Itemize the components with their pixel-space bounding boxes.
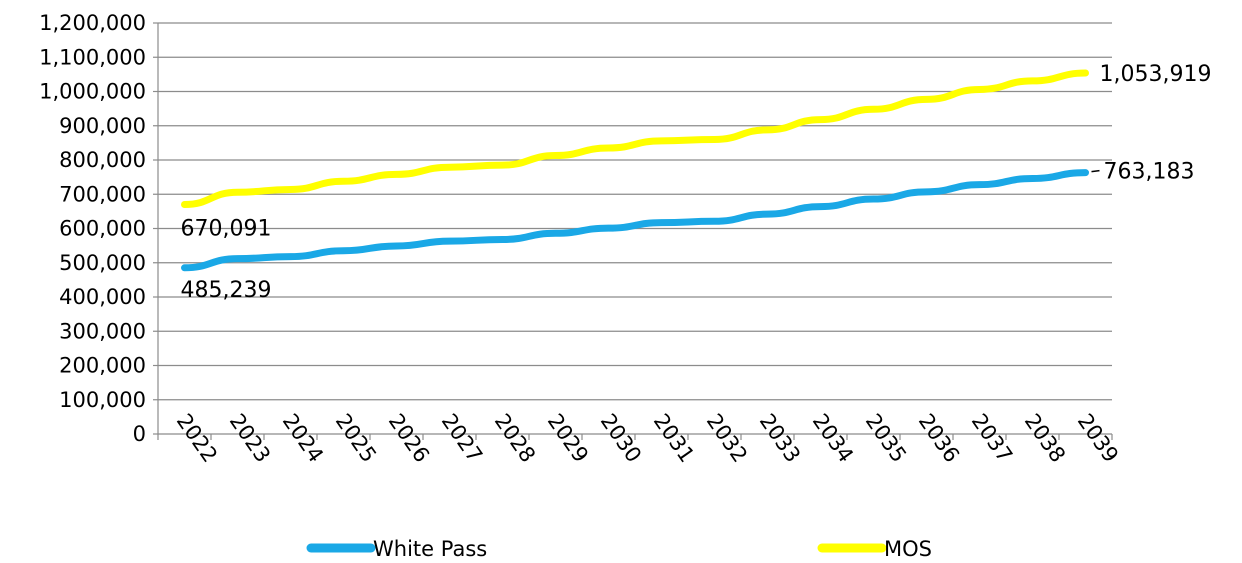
x-tick-label: 2028 — [490, 409, 540, 467]
legend: White Pass MOS — [306, 537, 932, 561]
data-labels: 485,239 670,091 763,183 1,053,919 — [181, 62, 1212, 303]
y-tick-label: 500,000 — [59, 251, 146, 275]
y-axis-tick-labels: 0 100,000 200,000 300,000 400,000 500,000 600,… — [39, 11, 146, 446]
data-label-leader — [1091, 169, 1100, 173]
x-tick-label: 2026 — [384, 409, 434, 467]
x-tick-label: 2023 — [225, 409, 275, 467]
y-tick-label: 1,000,000 — [39, 80, 146, 104]
series-line-mos — [181, 69, 1089, 208]
data-label-mos-first: 670,091 — [181, 216, 272, 241]
y-tick-label: 1,100,000 — [39, 45, 146, 69]
data-label-white-pass-first: 485,239 — [181, 278, 272, 303]
series-lines — [181, 69, 1089, 272]
axes — [153, 22, 1113, 440]
x-tick-label: 2031 — [649, 409, 699, 467]
data-label-mos-last: 1,053,919 — [1100, 62, 1212, 87]
x-tick-label: 2037 — [967, 409, 1017, 467]
x-axis-tick-labels: 2022 2023 2024 2025 2026 2027 2028 2029 2030 2031… — [172, 409, 1123, 467]
x-tick-label: 2027 — [437, 409, 487, 467]
x-tick-label: 2034 — [808, 409, 858, 467]
x-tick-label: 2030 — [596, 409, 646, 467]
y-tick-label: 800,000 — [59, 148, 146, 172]
y-tick-label: 100,000 — [59, 388, 146, 412]
data-label-white-pass-last: 763,183 — [1104, 160, 1195, 185]
y-tick-label: 900,000 — [59, 114, 146, 138]
x-tick-label: 2032 — [702, 409, 752, 467]
x-tick-label: 2039 — [1073, 409, 1123, 467]
x-tick-label: 2033 — [755, 409, 805, 467]
x-tick-label: 2022 — [172, 409, 222, 467]
legend-label-mos: MOS — [884, 537, 932, 561]
x-tick-label: 2025 — [331, 409, 381, 467]
x-tick-label: 2038 — [1020, 409, 1070, 467]
y-tick-label: 200,000 — [59, 354, 146, 378]
y-tick-label: 300,000 — [59, 319, 146, 343]
x-tick-label: 2024 — [278, 409, 328, 467]
y-tick-label: 700,000 — [59, 182, 146, 206]
legend-label-white-pass: White Pass — [373, 537, 487, 561]
x-tick-label: 2035 — [861, 409, 911, 467]
y-tick-label: 600,000 — [59, 217, 146, 241]
gridlines — [158, 22, 1112, 401]
y-tick-label: 1,200,000 — [39, 11, 146, 35]
y-tick-label: 400,000 — [59, 285, 146, 309]
series-line-white-pass — [181, 169, 1089, 272]
x-tick-label: 2036 — [914, 409, 964, 467]
y-tick-label: 0 — [133, 422, 146, 446]
x-tick-label: 2029 — [543, 409, 593, 467]
